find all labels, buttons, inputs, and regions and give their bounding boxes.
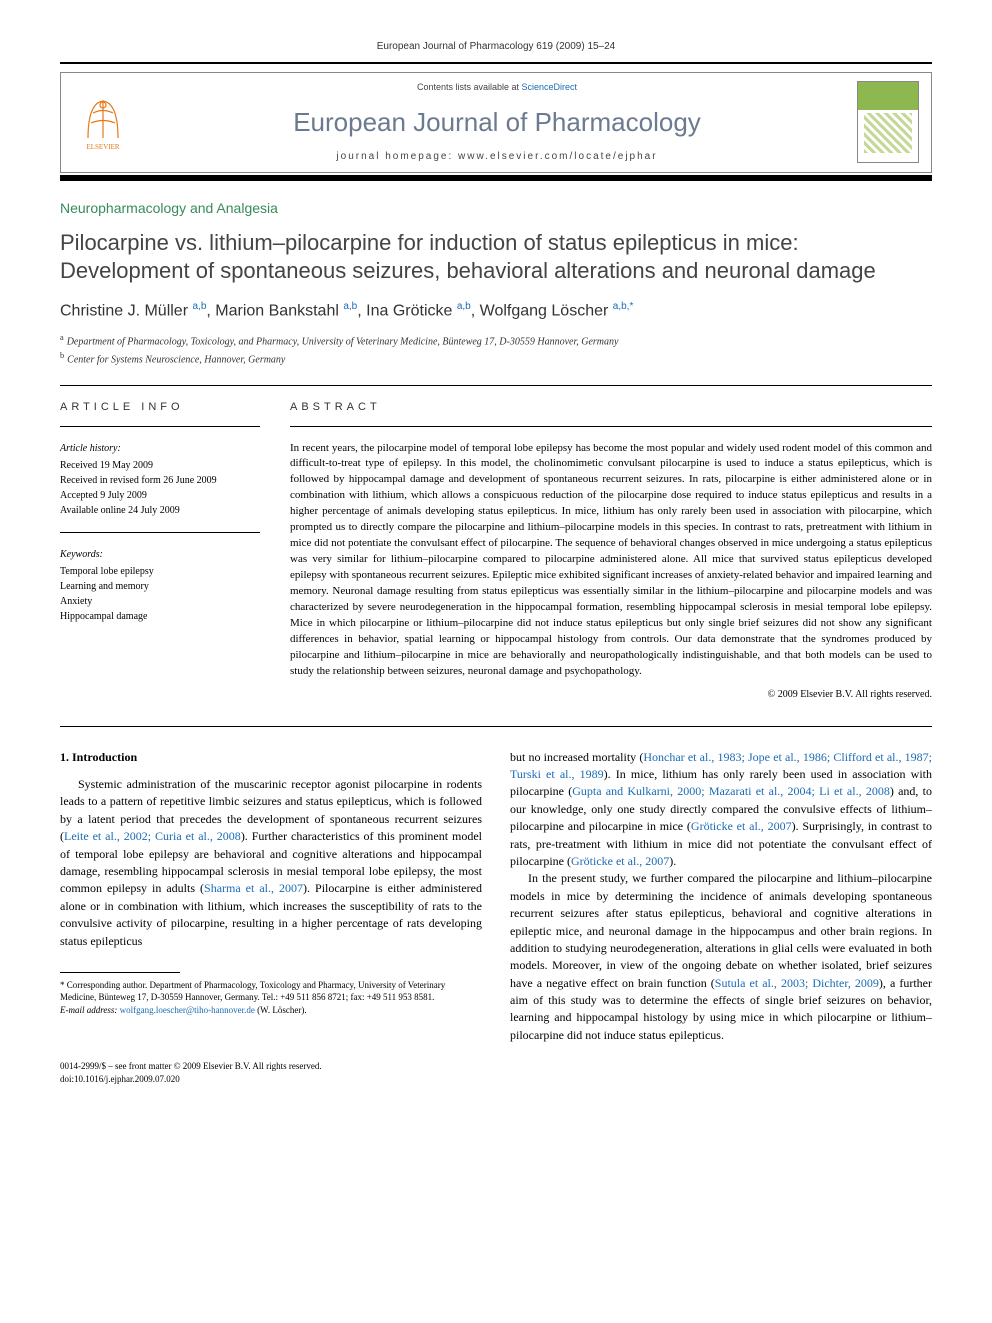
- abstract-text: In recent years, the pilocarpine model o…: [290, 441, 932, 680]
- footer-lines: 0014-2999/$ – see front matter © 2009 El…: [60, 1060, 932, 1085]
- history-line: Received 19 May 2009: [60, 458, 260, 473]
- homepage-prefix: journal homepage:: [336, 151, 458, 162]
- citation-link[interactable]: Leite et al., 2002; Curia et al., 2008: [64, 829, 241, 843]
- affiliation-b: bCenter for Systems Neuroscience, Hannov…: [60, 350, 932, 367]
- citation-link[interactable]: Gupta and Kulkarni, 2000; Mazarati et al…: [572, 784, 890, 798]
- keyword: Learning and memory: [60, 579, 260, 594]
- elsevier-label: ELSEVIER: [86, 143, 119, 153]
- citation-link[interactable]: Sharma et al., 2007: [204, 881, 303, 895]
- article-history-block: Article history: Received 19 May 2009 Re…: [60, 441, 260, 518]
- top-rule: [60, 62, 932, 64]
- journal-cover-thumbnail: [857, 81, 919, 163]
- history-line: Received in revised form 26 June 2009: [60, 473, 260, 488]
- header-center: Contents lists available at ScienceDirec…: [149, 81, 845, 164]
- email-label: E-mail address:: [60, 1005, 120, 1015]
- body-paragraph: but no increased mortality (Honchar et a…: [510, 749, 932, 871]
- keywords-block: Keywords: Temporal lobe epilepsy Learnin…: [60, 547, 260, 624]
- thick-rule: [60, 175, 932, 181]
- body-paragraph: Systemic administration of the muscarini…: [60, 776, 482, 950]
- article-title: Pilocarpine vs. lithium–pilocarpine for …: [60, 229, 932, 286]
- affiliation-a: aDepartment of Pharmacology, Toxicology,…: [60, 332, 932, 349]
- footnote-separator: [60, 972, 180, 973]
- divider: [290, 426, 932, 427]
- left-column: 1. Introduction Systemic administration …: [60, 749, 482, 1045]
- abstract-copyright: © 2009 Elsevier B.V. All rights reserved…: [290, 688, 932, 702]
- divider: [60, 426, 260, 427]
- elsevier-logo: ELSEVIER: [73, 87, 133, 157]
- intro-heading: 1. Introduction: [60, 749, 482, 766]
- keyword: Anxiety: [60, 594, 260, 609]
- article-section-label: Neuropharmacology and Analgesia: [60, 199, 932, 219]
- corresponding-author-footnote: * Corresponding author. Department of Ph…: [60, 979, 482, 1017]
- section-divider: [60, 726, 932, 727]
- abstract-panel: ABSTRACT In recent years, the pilocarpin…: [290, 400, 932, 701]
- footnote-email-line: E-mail address: wolfgang.loescher@tiho-h…: [60, 1004, 482, 1017]
- citation-link[interactable]: Gröticke et al., 2007: [691, 819, 792, 833]
- email-link[interactable]: wolfgang.loescher@tiho-hannover.de: [120, 1005, 255, 1015]
- contents-prefix: Contents lists available at: [417, 82, 522, 92]
- citation-link[interactable]: Sutula et al., 2003; Dichter, 2009: [715, 976, 879, 990]
- history-line: Accepted 9 July 2009: [60, 488, 260, 503]
- abstract-heading: ABSTRACT: [290, 400, 932, 415]
- citation-link[interactable]: Gröticke et al., 2007: [571, 854, 669, 868]
- history-label: Article history:: [60, 441, 260, 456]
- article-info-panel: ARTICLE INFO Article history: Received 1…: [60, 400, 260, 701]
- body-paragraph: In the present study, we further compare…: [510, 870, 932, 1044]
- journal-name: European Journal of Pharmacology: [149, 104, 845, 140]
- sciencedirect-link[interactable]: ScienceDirect: [522, 82, 578, 92]
- journal-reference: European Journal of Pharmacology 619 (20…: [60, 40, 932, 54]
- issn-line: 0014-2999/$ – see front matter © 2009 El…: [60, 1060, 932, 1073]
- author-list: Christine J. Müller a,b, Marion Bankstah…: [60, 300, 932, 323]
- footnote-text: * Corresponding author. Department of Ph…: [60, 979, 482, 1004]
- info-abstract-row: ARTICLE INFO Article history: Received 1…: [60, 400, 932, 701]
- keyword: Hippocampal damage: [60, 609, 260, 624]
- history-line: Available online 24 July 2009: [60, 503, 260, 518]
- keyword: Temporal lobe epilepsy: [60, 564, 260, 579]
- contents-available-line: Contents lists available at ScienceDirec…: [149, 81, 845, 94]
- article-info-heading: ARTICLE INFO: [60, 400, 260, 415]
- divider: [60, 532, 260, 533]
- affiliations: aDepartment of Pharmacology, Toxicology,…: [60, 332, 932, 367]
- journal-header-box: ELSEVIER Contents lists available at Sci…: [60, 72, 932, 173]
- homepage-url: www.elsevier.com/locate/ejphar: [458, 151, 658, 162]
- email-name: (W. Löscher).: [255, 1005, 307, 1015]
- body-columns: 1. Introduction Systemic administration …: [60, 749, 932, 1045]
- keywords-label: Keywords:: [60, 547, 260, 562]
- divider: [60, 385, 932, 386]
- journal-homepage-line: journal homepage: www.elsevier.com/locat…: [149, 150, 845, 164]
- doi-line: doi:10.1016/j.ejphar.2009.07.020: [60, 1073, 932, 1086]
- right-column: but no increased mortality (Honchar et a…: [510, 749, 932, 1045]
